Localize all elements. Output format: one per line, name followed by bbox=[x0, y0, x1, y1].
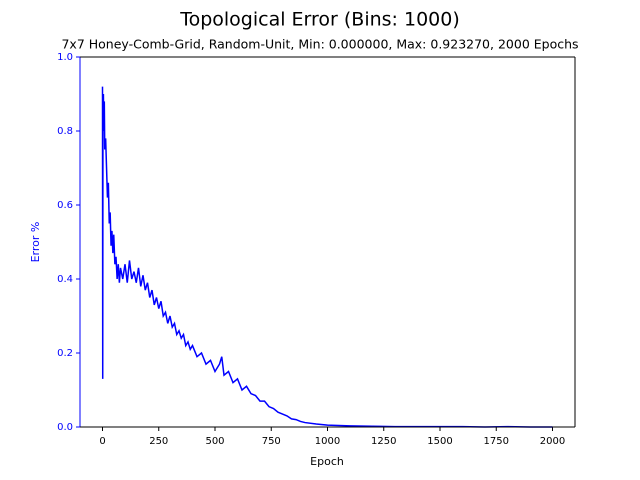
x-tick-label: 1500 bbox=[427, 436, 452, 447]
y-tick-label: 0.2 bbox=[57, 348, 73, 359]
x-tick-label: 0 bbox=[99, 436, 105, 447]
x-tick-label: 750 bbox=[262, 436, 281, 447]
x-tick-label: 1250 bbox=[371, 436, 396, 447]
y-tick-label: 0.0 bbox=[57, 422, 73, 433]
y-axis-label: Error % bbox=[29, 222, 42, 263]
x-tick-label: 500 bbox=[205, 436, 224, 447]
chart-title: Topological Error (Bins: 1000) bbox=[179, 9, 460, 31]
chart-subtitle: 7x7 Honey-Comb-Grid, Random-Unit, Min: 0… bbox=[61, 37, 578, 52]
y-tick-label: 0.6 bbox=[57, 200, 73, 211]
y-tick-label: 0.4 bbox=[57, 274, 73, 285]
y-tick-label: 1.0 bbox=[57, 52, 73, 63]
y-tick-label: 0.8 bbox=[57, 126, 73, 137]
data-line bbox=[101, 86, 553, 428]
x-axis-label: Epoch bbox=[310, 455, 344, 468]
x-tick-label: 250 bbox=[149, 436, 168, 447]
x-tick-label: 1000 bbox=[315, 436, 340, 447]
x-tick-label: 1750 bbox=[484, 436, 509, 447]
x-tick-label: 2000 bbox=[540, 436, 565, 447]
